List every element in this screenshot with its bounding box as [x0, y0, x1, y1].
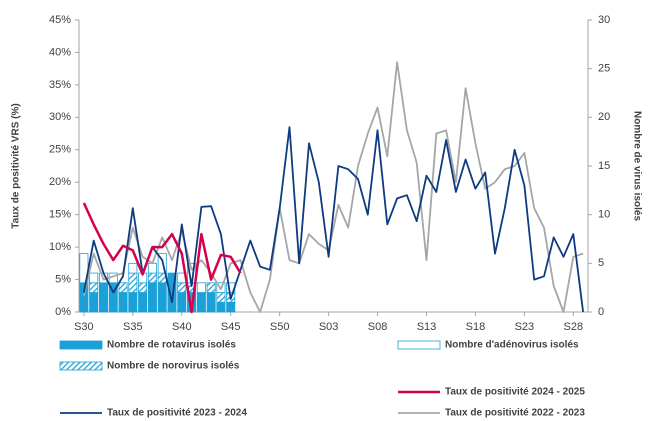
- y-tick-label: 10%: [49, 241, 71, 253]
- bar: [89, 282, 99, 293]
- y-tick-label: 25%: [49, 144, 71, 156]
- x-tick-label: S40: [172, 321, 192, 333]
- x-tick-label: S35: [123, 321, 143, 333]
- bar: [206, 292, 216, 313]
- legend-label: Nombre de norovirus isolés: [107, 361, 240, 372]
- bar: [98, 282, 108, 313]
- bar: [89, 272, 99, 284]
- bar: [196, 292, 206, 313]
- y-tick-label: 15%: [49, 209, 71, 221]
- x-tick-label: S50: [270, 321, 290, 333]
- x-tick-label: S28: [564, 321, 584, 333]
- bar: [128, 292, 138, 313]
- bar: [167, 272, 177, 313]
- bar: [196, 282, 206, 293]
- y2-tick-label: 25: [598, 63, 610, 75]
- legend-label: Taux de positivité 2023 - 2024: [107, 408, 247, 419]
- legend-swatch: [59, 340, 103, 350]
- bar: [157, 282, 167, 313]
- bar: [118, 282, 128, 293]
- y-tick-label: 20%: [49, 176, 71, 188]
- x-tick-label: S30: [74, 321, 94, 333]
- y-tick-label: 0%: [55, 306, 71, 318]
- bar: [147, 282, 157, 313]
- legend-swatch: [397, 340, 441, 350]
- y2-tick-label: 0: [598, 306, 604, 318]
- line-series: [82, 202, 242, 314]
- bar: [216, 301, 226, 313]
- bar: [147, 272, 157, 284]
- y-tick-label: 45%: [49, 14, 71, 26]
- legend-label: Taux de positivité 2024 - 2025: [445, 387, 585, 398]
- y2-tick-label: 5: [598, 257, 604, 269]
- x-tick-label: S08: [368, 321, 388, 333]
- y-tick-label: 35%: [49, 79, 71, 91]
- y2-axis-title: Nombre de virus isolés: [631, 111, 642, 221]
- y-tick-label: 30%: [49, 111, 71, 123]
- legend-swatch: [59, 361, 103, 371]
- x-tick-label: S03: [319, 321, 339, 333]
- y2-tick-label: 10: [598, 209, 610, 221]
- bar: [128, 262, 138, 274]
- x-tick-label: S45: [221, 321, 241, 333]
- bar: [206, 282, 216, 293]
- x-tick-label: S23: [515, 321, 535, 333]
- bar: [177, 292, 187, 313]
- y2-tick-label: 30: [598, 14, 610, 26]
- bar: [118, 292, 128, 313]
- y-tick-label: 5%: [55, 273, 71, 285]
- legend-label: Taux de positivité 2022 - 2023: [445, 408, 585, 419]
- bar: [216, 292, 226, 303]
- y-axis-title: Taux de positivité VRS (%): [11, 103, 22, 228]
- bar: [128, 272, 138, 293]
- x-tick-label: S13: [417, 321, 437, 333]
- legend-label: Nombre d'adénovirus isolés: [445, 340, 579, 351]
- y2-tick-label: 15: [598, 160, 610, 172]
- bar: [177, 282, 187, 293]
- legend-label: Nombre de rotavirus isolés: [107, 340, 236, 351]
- line-series: [83, 126, 584, 313]
- bar: [147, 262, 157, 274]
- bar: [138, 292, 148, 313]
- bar: [138, 282, 148, 293]
- y2-tick-label: 20: [598, 111, 610, 123]
- bar: [89, 292, 99, 313]
- y-tick-label: 40%: [49, 46, 71, 58]
- line-series: [83, 61, 584, 313]
- bar: [226, 301, 236, 313]
- x-tick-label: S18: [466, 321, 486, 333]
